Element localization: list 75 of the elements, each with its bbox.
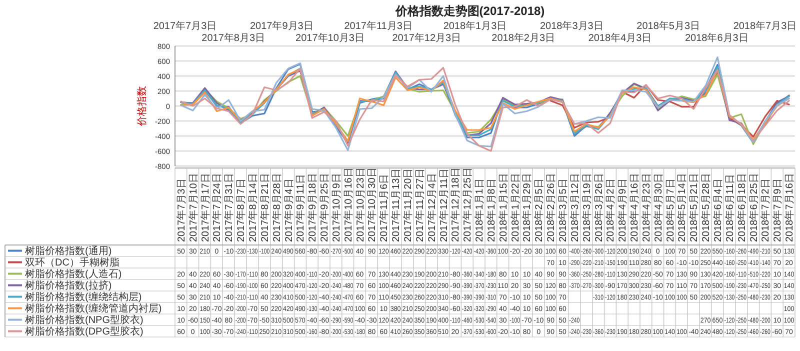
x-tick-label: 2018年1月8日 xyxy=(485,178,498,242)
x-tick-label: 2017年9月18日 xyxy=(306,173,319,242)
x-tick-label: 2017年12月25日 xyxy=(462,168,474,242)
x-tick-label: 2018年1月22日 xyxy=(509,173,522,242)
text: 2018年6月3日 xyxy=(684,32,748,44)
x-tick-label: 2017年11月20日 xyxy=(402,168,414,242)
text: 2018年4月3日 xyxy=(588,32,652,44)
x-tick-label: 2018年4月2日 xyxy=(604,178,617,242)
x-tick-label: 2018年6月11日 xyxy=(724,174,736,242)
x-tick-label: 2017年11月13日 xyxy=(390,168,402,242)
text: 2017年9月3日 xyxy=(250,20,314,32)
x-tick-label: 2018年4月16日 xyxy=(628,173,641,242)
x-tick-label: 2018年4月9日 xyxy=(616,178,629,242)
legend-label: 树脂价格指数(人造石) xyxy=(25,268,122,280)
x-tick-label: 2018年5月28日 xyxy=(700,173,712,242)
legend-label: 树脂价格指数(缠绕管道内衬层) xyxy=(25,302,162,315)
x-tick-label: 2017年8月21日 xyxy=(258,173,271,242)
x-tick-label: 2017年12月11日 xyxy=(438,168,450,242)
x-tick-label: 2018年7月9日 xyxy=(772,178,784,242)
text: 2018年7月3日 xyxy=(733,20,797,32)
legend-label: 树脂价格指数(DPG型胶衣) xyxy=(25,326,144,338)
legend-label: 双环（DC）手糊树脂 xyxy=(25,256,120,269)
text: 2017年11月3日 xyxy=(344,20,412,32)
x-tick-label: 2017年8月14日 xyxy=(247,173,259,242)
text: 2017年8月3日 xyxy=(202,32,266,44)
x-tick-label: 2017年11月6日 xyxy=(378,174,390,242)
x-tick-label: 2018年6月25日 xyxy=(748,173,760,242)
text: 2017年12月3日 xyxy=(392,32,462,44)
text: 2018年3月3日 xyxy=(540,20,604,32)
legend-label: 树脂价格指数(拉挤) xyxy=(25,280,112,292)
x-tick-label: 2017年7月31日 xyxy=(223,173,236,242)
x-tick-label: 2018年4月30日 xyxy=(652,173,664,242)
text: 2017年7月3日 xyxy=(153,20,217,32)
x-tick-label: 2018年7月2日 xyxy=(760,178,772,242)
x-tick-label: 2017年7月24日 xyxy=(211,173,224,242)
x-tick-label: 2017年10月30日 xyxy=(366,168,378,242)
x-tick-label: 2017年7月17日 xyxy=(199,173,212,242)
text: 2018年2月3日 xyxy=(492,32,556,44)
x-tick-label: 2018年3月26日 xyxy=(592,173,605,242)
x-tick-label: 2017年12月18日 xyxy=(450,168,462,242)
x-tick-label: 2018年6月4日 xyxy=(712,178,724,242)
x-tick-label: 2017年8月7日 xyxy=(235,178,248,242)
x-tick-label: 2018年5月21日 xyxy=(688,173,700,242)
x-tick-label: 2018年5月7日 xyxy=(664,178,676,242)
legend-label: 树脂价格指数(NPG型胶衣) xyxy=(25,314,144,326)
x-tick-label: 2017年9月11日 xyxy=(294,174,307,242)
x-tick-label: 2017年10月16日 xyxy=(342,168,354,242)
chart-title: 价格指数走势图(2017-2018) xyxy=(394,4,545,18)
legend-label: 树脂价格指数(缠绕结构层) xyxy=(25,291,142,304)
x-tick-label: 2018年2月5日 xyxy=(533,178,546,242)
text: 2018年1月3日 xyxy=(443,20,507,32)
x-tick-label: 2018年5月14日 xyxy=(676,173,688,242)
x-tick-label: 2017年11月27日 xyxy=(414,168,426,242)
x-tick-label: 2018年1月1日 xyxy=(474,178,486,242)
text: 2018年5月3日 xyxy=(636,20,700,32)
x-tick-label: 2017年12月4日 xyxy=(426,173,438,242)
x-tick-label: 2018年1月15日 xyxy=(497,173,510,242)
x-tick-label: 2018年4月23日 xyxy=(640,173,652,242)
x-tick-label: 2018年2月26日 xyxy=(545,173,558,242)
x-tick-label: 2018年6月18日 xyxy=(736,173,748,242)
x-tick-label: 2018年3月12日 xyxy=(568,173,581,242)
x-tick-label: 2018年3月19日 xyxy=(580,173,593,242)
legend-label: 树脂价格指数(通用) xyxy=(25,245,112,258)
x-tick-label: 2017年7月3日 xyxy=(175,178,188,242)
y-axis-title: 价格指数 xyxy=(136,86,148,127)
x-tick-label: 2017年7月10日 xyxy=(187,173,200,242)
x-tick-label: 2018年1月29日 xyxy=(521,173,534,242)
x-tick-label: 2017年9月4日 xyxy=(282,178,295,242)
x-tick-label: 2018年3月5日 xyxy=(557,178,569,242)
x-tick-label: 2017年10月23日 xyxy=(354,168,366,242)
text: 2017年10月3日 xyxy=(296,32,364,44)
x-tick-label: 2018年7月16日 xyxy=(784,173,796,242)
x-tick-label: 2017年10月9日 xyxy=(330,173,342,242)
x-tick-label: 2017年9月25日 xyxy=(318,173,331,242)
x-tick-label: 2017年8月28日 xyxy=(270,173,283,242)
